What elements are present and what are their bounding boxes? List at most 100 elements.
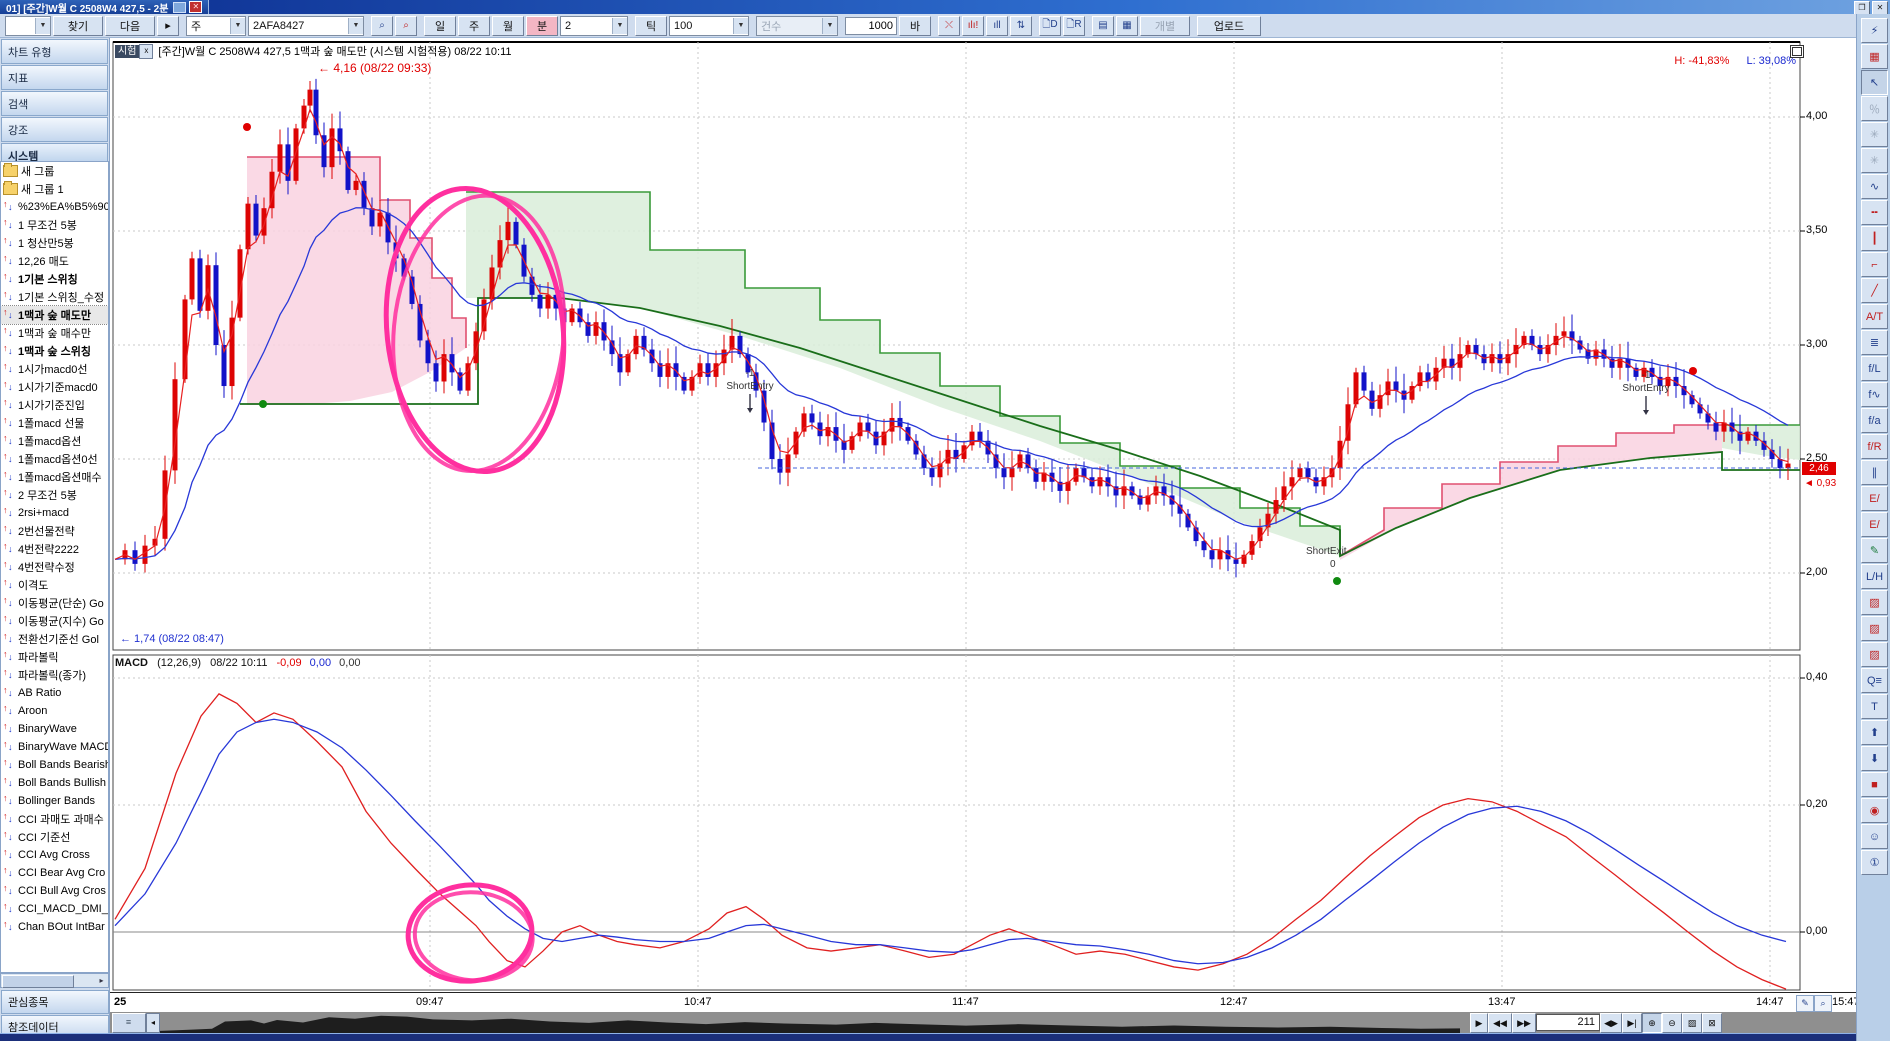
- bar-count-display[interactable]: 211: [1536, 1014, 1600, 1031]
- chart-window-tab[interactable]: 01] [주간]W월 C 2508W4 427,5 - 2분 ✕: [0, 0, 210, 15]
- refresh-icon[interactable]: ⚡: [1861, 18, 1888, 43]
- sidebar-item[interactable]: ↑ ↓ 1시가macd0선: [1, 360, 108, 378]
- daily-button[interactable]: 일: [424, 15, 456, 36]
- window-switch-icon[interactable]: [173, 1, 187, 13]
- quote-list-icon[interactable]: Q≡: [1861, 668, 1888, 693]
- cursor-icon[interactable]: ↖: [1861, 70, 1888, 95]
- recent-symbol-dropdown[interactable]: ▼: [5, 15, 51, 36]
- fibo-fan-icon[interactable]: f/a: [1861, 408, 1888, 433]
- text-price-icon[interactable]: A/T: [1861, 304, 1888, 329]
- bar-count-field[interactable]: [845, 16, 897, 35]
- nav-fast-back-button[interactable]: ◀◀: [1488, 1013, 1512, 1033]
- d-hatch-icon[interactable]: ▨: [1861, 590, 1888, 615]
- symbol-code-combo[interactable]: 2AFA8427 ▼: [248, 15, 364, 36]
- grid-icon[interactable]: ▦: [1116, 15, 1138, 36]
- sort-updown-icon[interactable]: ⇅: [1010, 15, 1032, 36]
- hand-tool2-icon[interactable]: ✳: [1861, 148, 1888, 173]
- sidebar-item[interactable]: ↑ ↓ Boll Bands Bearish: [1, 756, 108, 774]
- sidebar-item[interactable]: ↑ ↓ 1폴macd옵션매수: [1, 468, 108, 486]
- tick-button[interactable]: 틱: [635, 15, 667, 36]
- sidebar-tab-검색[interactable]: 검색: [1, 91, 108, 116]
- tab-close-icon[interactable]: ✕: [189, 1, 203, 13]
- doc-r-icon[interactable]: 🗋R: [1063, 15, 1085, 36]
- hand-tool-icon[interactable]: ✳: [1861, 122, 1888, 147]
- sidebar-item[interactable]: ↑ ↓ 4번전략2222: [1, 540, 108, 558]
- sidebar-tab-지표[interactable]: 지표: [1, 65, 108, 90]
- trendline-tool-icon[interactable]: ⤬: [938, 15, 960, 36]
- sidebar-item[interactable]: ↑ ↓ CCI Bull Avg Cros: [1, 882, 108, 900]
- sidebar-item[interactable]: ↑ ↓ 이동평균(단순) Go: [1, 594, 108, 612]
- sidebar-item[interactable]: ↑ ↓ 1맥과 숲 매수만: [1, 324, 108, 342]
- sidebar-item[interactable]: ↑ ↓ CCI 과매도 과매수: [1, 810, 108, 828]
- sidebar-item[interactable]: ↑ ↓ 2rsi+macd: [1, 504, 108, 522]
- nav-chart-button[interactable]: ▨: [1682, 1013, 1702, 1033]
- step-line-icon[interactable]: ⌐: [1861, 252, 1888, 277]
- volume-alert-icon[interactable]: ılı!: [962, 15, 984, 36]
- sidebar-item[interactable]: ↑ ↓ 1맥과 숲 스위칭: [1, 342, 108, 360]
- sidebar-item[interactable]: ↑ ↓ CCI 기준선: [1, 828, 108, 846]
- search-back-icon[interactable]: ⌕: [395, 15, 417, 36]
- sidebar-item[interactable]: 새 그룹: [1, 162, 108, 180]
- sidebar-item[interactable]: ↑ ↓ 1폴macd 선물: [1, 414, 108, 432]
- monthly-button[interactable]: 월: [492, 15, 524, 36]
- regression-e2-icon[interactable]: E/: [1861, 512, 1888, 537]
- parallel-lines-icon[interactable]: ∥: [1861, 460, 1888, 485]
- text-tool-icon[interactable]: T: [1861, 694, 1888, 719]
- arrow-up-icon[interactable]: ⬆: [1861, 720, 1888, 745]
- sidebar-item[interactable]: ↑ ↓ 파라볼릭(종가): [1, 666, 108, 684]
- r-hatch-icon[interactable]: ▨: [1861, 642, 1888, 667]
- zigzag-line-icon[interactable]: ∿: [1861, 174, 1888, 199]
- sidebar-item[interactable]: ↑ ↓ 1시가기준진입: [1, 396, 108, 414]
- sidebar-item[interactable]: ↑ ↓ Boll Bands Bullish: [1, 774, 108, 792]
- percent-tool-icon[interactable]: ％: [1861, 96, 1888, 121]
- sidebar-item[interactable]: ↑ ↓ 2 무조건 5봉: [1, 486, 108, 504]
- nav-zoom-in-button[interactable]: ⊕: [1642, 1013, 1662, 1033]
- sidebar-tab-차트-유형[interactable]: 차트 유형: [1, 39, 108, 64]
- sidebar-item[interactable]: ↑ ↓ CCI Bear Avg Cro: [1, 864, 108, 882]
- vertical-line-icon[interactable]: ┃: [1861, 226, 1888, 251]
- tick-interval-combo[interactable]: 100 ▼: [669, 15, 749, 36]
- multi-hline-icon[interactable]: ≣: [1861, 330, 1888, 355]
- sidebar-item[interactable]: ↑ ↓ 1폴macd옵션: [1, 432, 108, 450]
- bar-button[interactable]: 바: [899, 15, 931, 36]
- doc-d-icon[interactable]: 🗋D: [1039, 15, 1061, 36]
- sidebar-item[interactable]: ↑ ↓ 1기본 스위칭_수정: [1, 288, 108, 306]
- sidebar-item[interactable]: ↑ ↓ BinaryWave MACD: [1, 738, 108, 756]
- sidebar-item[interactable]: ↑ ↓ 4번전략수정: [1, 558, 108, 576]
- sidebar-item[interactable]: ↑ ↓ 2번선물전략: [1, 522, 108, 540]
- scrollbar-thumb[interactable]: [2, 975, 74, 988]
- nav-close-button[interactable]: ⊠: [1702, 1013, 1722, 1033]
- chart-area[interactable]: ← 4,16 (08/22 09:33) ← 1,74 (08/22 08:47)…: [110, 38, 1860, 1041]
- e-hatch-icon[interactable]: ▨: [1861, 616, 1888, 641]
- navigator-left-arrow[interactable]: ◂: [146, 1013, 160, 1033]
- sidebar-item[interactable]: ↑ ↓ 파라볼릭: [1, 648, 108, 666]
- sidebar-item[interactable]: ↑ ↓ 1폴macd옵션0선: [1, 450, 108, 468]
- expand-button[interactable]: ▸: [157, 15, 179, 36]
- pane-split-icon[interactable]: ▤: [1092, 15, 1114, 36]
- pane-maximize-icon[interactable]: [1790, 45, 1804, 58]
- sidebar-tab-강조[interactable]: 강조: [1, 117, 108, 142]
- fibo-curve-icon[interactable]: f∿: [1861, 382, 1888, 407]
- minute-interval-combo[interactable]: 2 ▼: [560, 15, 628, 36]
- axis-zoom-icon[interactable]: ⌕: [1814, 995, 1832, 1012]
- sidebar-item[interactable]: ↑ ↓ CCI_MACD_DMI_: [1, 900, 108, 918]
- nav-expand-button[interactable]: ◀▶: [1600, 1013, 1622, 1033]
- sidebar-item[interactable]: 새 그룹 1: [1, 180, 108, 198]
- low-high-icon[interactable]: L/H: [1861, 564, 1888, 589]
- weekly-button[interactable]: 주: [458, 15, 490, 36]
- sidebar-item[interactable]: ↑ ↓ 1시가기준macd0: [1, 378, 108, 396]
- find-button[interactable]: 찾기: [53, 15, 103, 36]
- chevron-down-icon[interactable]: ▼: [612, 17, 627, 34]
- regression-e1-icon[interactable]: E/: [1861, 486, 1888, 511]
- chevron-down-icon[interactable]: ▼: [733, 17, 748, 34]
- search-icon[interactable]: ⌕: [371, 15, 393, 36]
- chart-navigator[interactable]: ≡ ◂ 211 ▶ ◀◀ ▶▶ ◀▶ ▶| ⊕ ⊖ ▨ ⊠: [110, 1012, 1856, 1033]
- horizontal-line-icon[interactable]: ╍: [1861, 200, 1888, 225]
- sidebar-item[interactable]: ↑ ↓ 1기본 스위칭: [1, 270, 108, 288]
- nav-zoom-out-button[interactable]: ⊖: [1662, 1013, 1682, 1033]
- chevron-down-icon[interactable]: ▼: [230, 17, 245, 34]
- trend-line-icon[interactable]: ╱: [1861, 278, 1888, 303]
- sidebar-item[interactable]: ↑ ↓ 12,26 매도: [1, 252, 108, 270]
- pencil-icon[interactable]: ✎: [1861, 538, 1888, 563]
- sidebar-hscrollbar[interactable]: ▸: [0, 973, 109, 988]
